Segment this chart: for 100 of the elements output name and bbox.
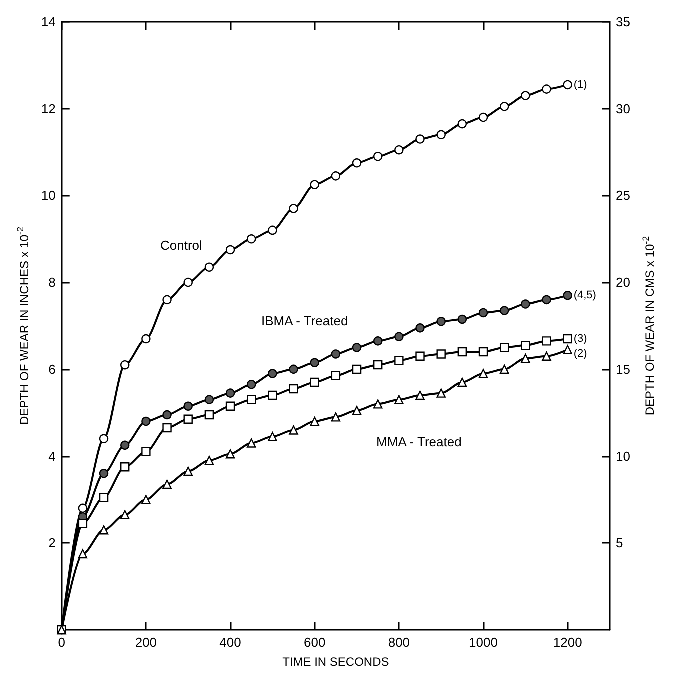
point	[99, 434, 109, 444]
y2-tick-label: 20	[616, 275, 630, 290]
series-label: MMA - Treated	[376, 434, 462, 450]
point	[204, 395, 214, 404]
x-tick-label: 600	[304, 635, 326, 650]
point	[521, 354, 530, 364]
x-tick-label: 200	[135, 635, 158, 650]
x-tick-label: 400	[220, 635, 242, 650]
point	[374, 152, 383, 162]
point	[247, 380, 256, 390]
point	[458, 378, 468, 388]
point	[204, 456, 214, 466]
point	[352, 406, 362, 416]
point	[416, 352, 425, 361]
point	[416, 134, 425, 144]
point	[521, 300, 530, 309]
y-tick-label: 6	[48, 362, 56, 377]
series-label: IBMA - Treated	[261, 313, 348, 328]
y2-tick-label: 35	[616, 14, 630, 30]
point	[162, 423, 172, 433]
point	[142, 334, 151, 344]
point	[99, 526, 109, 535]
annotation: (1)	[574, 78, 588, 91]
point	[268, 432, 278, 442]
annotation: (4,5)	[574, 290, 596, 302]
point	[331, 371, 341, 381]
point	[142, 447, 151, 457]
point	[394, 395, 404, 404]
point	[268, 369, 278, 378]
point	[352, 343, 362, 352]
point	[500, 306, 510, 316]
point	[478, 112, 488, 122]
point	[436, 350, 446, 359]
point	[120, 440, 130, 450]
point	[162, 295, 172, 305]
point	[184, 278, 193, 288]
point	[373, 400, 383, 409]
point	[500, 102, 510, 112]
y-tick-label: 14	[41, 14, 56, 30]
point	[310, 416, 320, 426]
point	[352, 158, 362, 168]
point	[289, 426, 298, 435]
point	[289, 364, 298, 374]
x-tick-label: 800	[388, 635, 410, 650]
point	[542, 295, 552, 305]
point	[394, 146, 404, 155]
point	[226, 450, 236, 459]
y-tick-label: 12	[41, 101, 56, 116]
y-axis-title: DEPTH OF WEAR IN INCHES x 10-2	[16, 226, 32, 426]
point	[458, 314, 468, 324]
point	[99, 492, 109, 502]
point	[142, 416, 151, 426]
point	[542, 352, 552, 361]
point	[416, 324, 425, 333]
point	[226, 402, 236, 411]
annotation: (3)	[574, 333, 588, 346]
point	[78, 549, 88, 559]
point	[142, 495, 151, 504]
y-tick-label: 2	[48, 536, 56, 551]
point	[563, 345, 572, 354]
point	[458, 119, 468, 129]
point	[500, 343, 510, 352]
point	[162, 410, 172, 420]
point	[184, 414, 193, 424]
point	[374, 336, 383, 346]
point	[500, 364, 510, 374]
point	[78, 519, 88, 528]
point	[120, 510, 130, 520]
y2-tick-label: 25	[616, 188, 630, 204]
point	[120, 360, 130, 370]
point	[416, 390, 425, 400]
point	[204, 410, 214, 420]
point	[310, 180, 320, 190]
point	[394, 332, 404, 342]
point	[563, 80, 572, 90]
point	[289, 204, 298, 214]
point	[310, 378, 320, 388]
point	[458, 347, 468, 357]
point	[331, 412, 341, 422]
point	[226, 388, 236, 398]
point	[331, 172, 341, 181]
point	[310, 358, 320, 368]
point	[436, 317, 446, 326]
point	[78, 504, 88, 513]
point	[289, 384, 298, 394]
point	[563, 291, 572, 300]
x-axis-title: TIME IN SECONDS	[282, 655, 390, 669]
point	[226, 245, 236, 255]
point	[478, 369, 488, 378]
point	[247, 438, 256, 448]
point	[247, 395, 256, 404]
point	[184, 466, 193, 476]
point	[331, 350, 341, 359]
point	[162, 480, 172, 490]
point	[563, 334, 572, 344]
point	[436, 388, 446, 398]
point	[184, 402, 193, 411]
point	[394, 356, 404, 366]
point	[542, 84, 552, 94]
point	[268, 226, 278, 236]
